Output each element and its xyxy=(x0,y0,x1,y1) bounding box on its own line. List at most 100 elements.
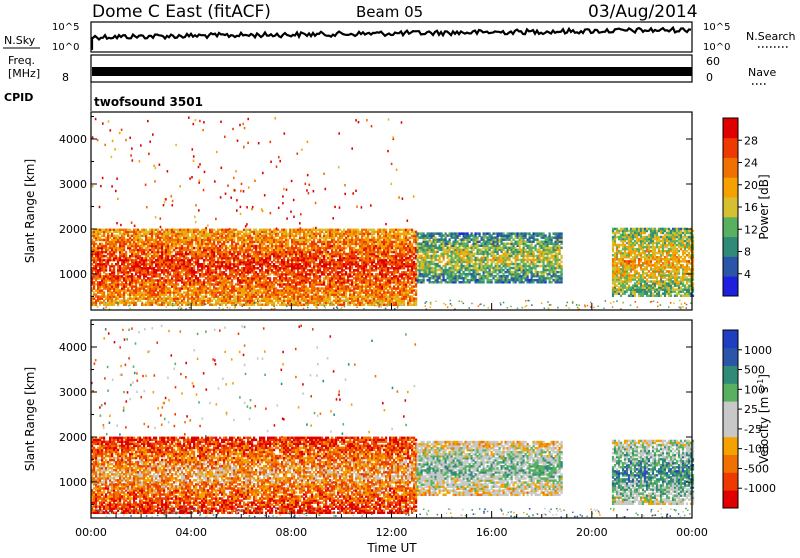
power-cell xyxy=(231,295,233,298)
power-cell xyxy=(127,245,129,248)
power-cell xyxy=(171,255,173,258)
power-cell xyxy=(201,239,203,242)
power-cell xyxy=(317,263,319,266)
power-cell xyxy=(257,297,259,300)
power-cell xyxy=(321,265,323,268)
power-cell xyxy=(311,253,313,256)
power-cell xyxy=(121,299,123,302)
power-cell xyxy=(285,229,287,232)
power-cell xyxy=(245,275,247,278)
power-cell xyxy=(275,265,277,268)
power-cell xyxy=(205,269,207,272)
power-cell xyxy=(283,245,285,248)
power-cell xyxy=(153,229,155,232)
power-cell xyxy=(119,283,121,286)
power-cell xyxy=(133,229,135,232)
power-cell xyxy=(227,229,229,232)
power-cell xyxy=(283,277,285,280)
power-cell xyxy=(105,229,107,232)
power-cell xyxy=(235,229,237,232)
power-cell xyxy=(129,289,131,292)
power-cell xyxy=(185,247,187,250)
power-cell xyxy=(101,301,103,304)
power-cell xyxy=(211,283,213,286)
power-cell xyxy=(189,229,191,232)
power-cell xyxy=(187,287,189,290)
freq-tick: 8 xyxy=(62,71,69,84)
power-cell xyxy=(289,269,291,272)
power-cell xyxy=(321,291,323,294)
power-cell xyxy=(183,229,185,232)
power-cell xyxy=(243,249,245,252)
power-cell xyxy=(251,237,253,240)
power-cell xyxy=(157,241,159,244)
power-cell xyxy=(249,259,251,262)
power-cell xyxy=(207,259,209,262)
power-cell xyxy=(149,271,151,274)
power-cell xyxy=(137,275,139,278)
power-cell xyxy=(309,289,311,292)
power-cell xyxy=(207,287,209,290)
power-cell xyxy=(289,277,291,280)
power-cell xyxy=(271,261,273,264)
power-cell xyxy=(119,289,121,292)
power-cell xyxy=(309,249,311,252)
power-cell xyxy=(169,271,171,274)
power-cell xyxy=(107,273,109,276)
power-cell xyxy=(289,259,291,262)
power-cell xyxy=(219,261,221,264)
power-cell xyxy=(293,247,295,250)
power-cell xyxy=(159,304,161,307)
power-cell xyxy=(205,285,207,288)
power-cell xyxy=(225,245,227,248)
power-cell xyxy=(165,269,167,272)
power-cell xyxy=(275,287,277,290)
power-cell xyxy=(111,269,113,272)
power-cell xyxy=(313,233,315,236)
power-cell xyxy=(279,261,281,264)
power-cell xyxy=(267,277,269,280)
power-cell xyxy=(127,271,129,274)
power-cell xyxy=(279,304,281,307)
power-cell xyxy=(295,251,297,254)
power-cell xyxy=(229,289,231,292)
power-cell xyxy=(133,289,135,292)
power-cell xyxy=(313,273,315,276)
power-cell xyxy=(185,301,187,304)
power-cell xyxy=(95,299,97,302)
power-cell xyxy=(277,279,279,282)
power-cell xyxy=(235,269,237,272)
power-cell xyxy=(279,231,281,234)
power-cell xyxy=(113,229,115,232)
power-cell xyxy=(179,301,181,304)
power-cell xyxy=(119,299,121,302)
power-cell xyxy=(309,281,311,284)
power-cell xyxy=(123,283,125,286)
power-cell xyxy=(257,245,259,248)
power-cell xyxy=(235,233,237,236)
power-cell xyxy=(223,277,225,280)
power-cell xyxy=(107,283,109,286)
power-cell xyxy=(125,239,127,242)
power-cell xyxy=(155,283,157,286)
power-cell xyxy=(179,287,181,290)
power-cell xyxy=(231,263,233,266)
power-cell xyxy=(123,253,125,256)
power-cell xyxy=(255,289,257,292)
power-cell xyxy=(101,229,103,232)
power-cell xyxy=(257,273,259,276)
power-cell xyxy=(201,281,203,284)
power-cell xyxy=(105,237,107,240)
power-cell xyxy=(309,243,311,246)
power-cell xyxy=(129,301,131,304)
power-cell xyxy=(285,295,287,298)
nsearch-label: N.Search xyxy=(746,30,796,43)
power-cell xyxy=(143,241,145,244)
power-cell xyxy=(261,229,263,232)
power-cell xyxy=(317,275,319,278)
power-cell xyxy=(305,233,307,236)
power-cell xyxy=(189,249,191,252)
power-cell xyxy=(165,275,167,278)
power-cell xyxy=(205,277,207,280)
power-cell xyxy=(273,263,275,266)
